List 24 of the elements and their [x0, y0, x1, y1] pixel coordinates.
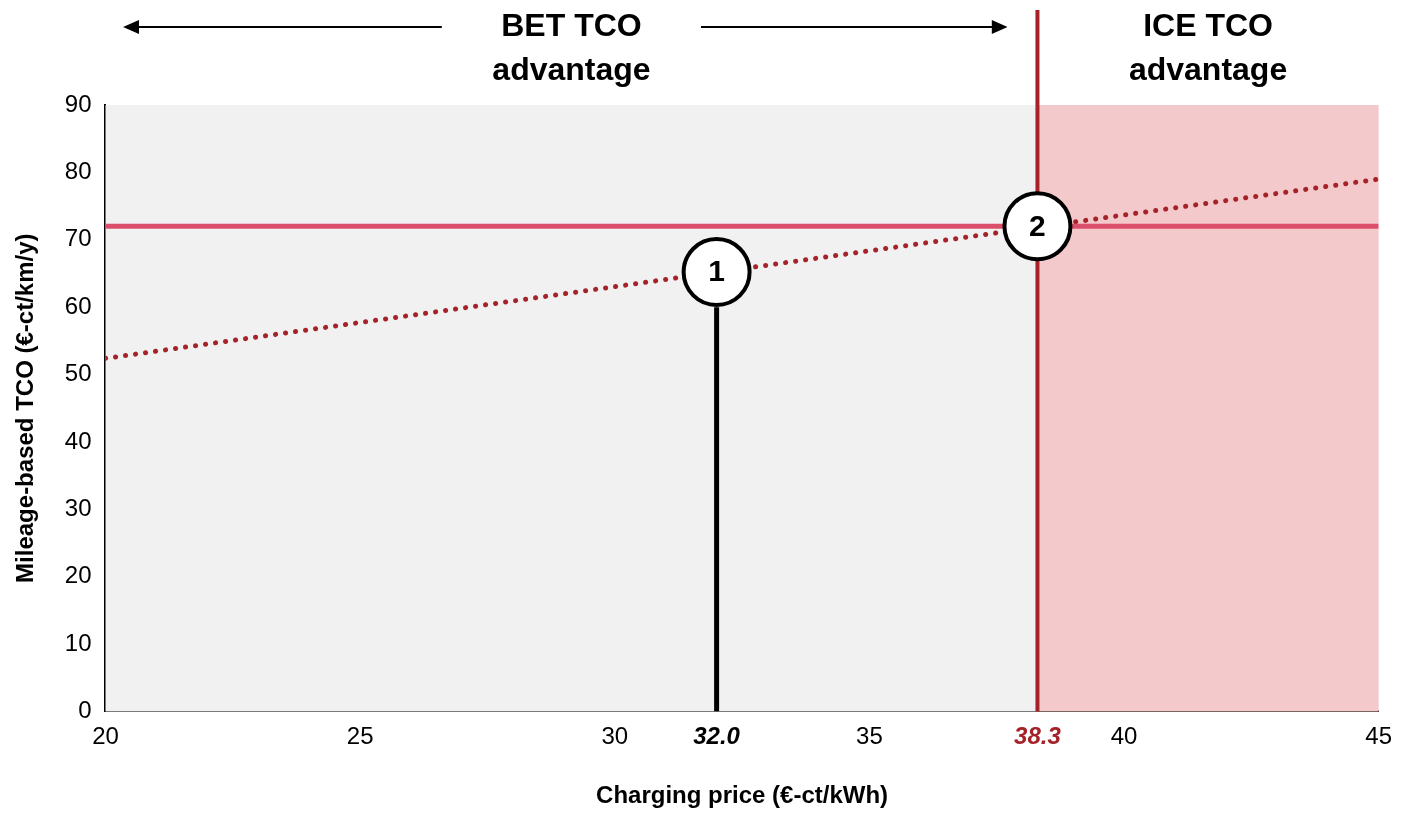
- x-tick-label: 35: [856, 722, 883, 750]
- x-tick-label: 32.0: [693, 722, 741, 750]
- y-tick-label: 50: [64, 359, 92, 387]
- y-tick-label: 80: [64, 157, 92, 184]
- x-tick-label: 30: [601, 722, 629, 750]
- y-axis-title: Mileage-based TCO (€-ct/km/y): [11, 233, 39, 583]
- y-tick-label: 10: [64, 628, 92, 656]
- y-tick-label: 20: [64, 561, 92, 589]
- y-tick-label: 30: [64, 493, 92, 521]
- annotation: 1: [708, 254, 725, 288]
- band-label: ICE TCO advantage: [1128, 6, 1288, 87]
- y-tick-label: 90: [64, 89, 92, 117]
- x-tick-label: 38.3: [1014, 722, 1062, 750]
- x-axis-title: Charging price (€-ct/kWh): [596, 781, 889, 809]
- x-tick-label: 20: [92, 722, 119, 750]
- y-tick-label: 0: [78, 696, 92, 724]
- x-tick-label: 40: [1110, 722, 1138, 750]
- y-tick-label: 60: [64, 291, 92, 319]
- y-tick-label: 70: [64, 224, 92, 252]
- annotation: 2: [1029, 208, 1046, 242]
- y-tick-label: 40: [64, 426, 92, 454]
- x-tick-label: 25: [346, 722, 374, 750]
- band-label: BET TCO advantage: [492, 6, 651, 87]
- x-tick-label: 45: [1365, 722, 1392, 750]
